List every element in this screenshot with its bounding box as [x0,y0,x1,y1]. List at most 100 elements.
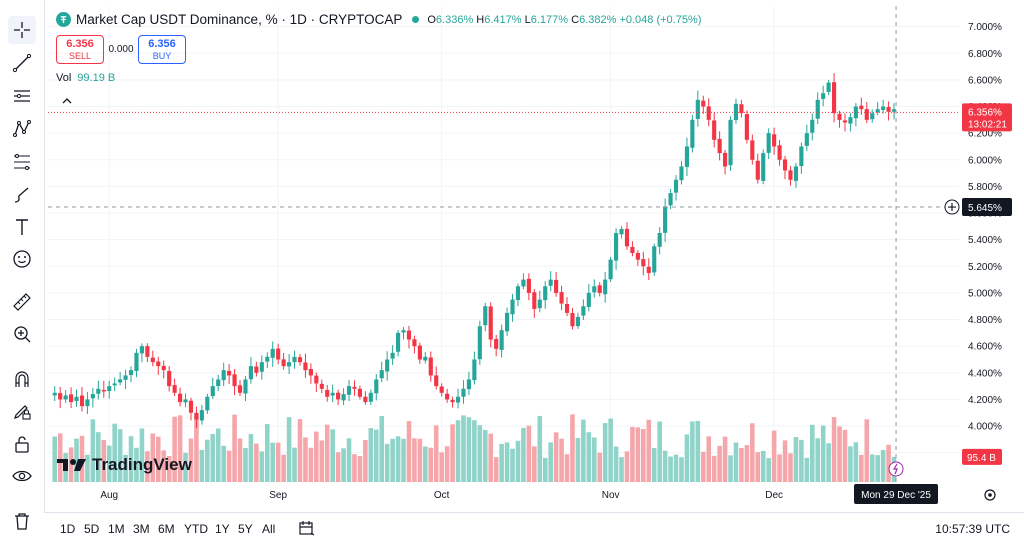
volume-bar [755,452,761,482]
candle [178,393,183,403]
trash-icon[interactable] [8,507,36,535]
volume-bar [728,455,733,482]
symbol-legend[interactable]: Market Cap USDT Dominance, % · 1D · CRYP… [56,12,701,27]
x-tick-label: Oct [434,490,450,501]
range-3m[interactable]: 3M [133,522,150,536]
candle [750,140,755,160]
volume-bar [510,448,515,482]
candle [308,369,313,376]
candle [79,395,85,407]
volume-bar [842,429,848,482]
candle [488,306,493,340]
volume-bar [591,437,597,482]
volume-bar [662,450,668,482]
candle [777,145,782,160]
volume-bar [886,444,891,482]
volume-bar [869,454,875,482]
range-6m[interactable]: 6M [158,522,175,536]
calendar-goto-icon[interactable] [298,519,316,537]
lock-drawing-icon[interactable] [8,397,36,425]
volume-bar [635,427,641,482]
volume-bar [575,438,581,482]
candle [292,356,297,363]
volume-bar [128,436,134,482]
tradingview-logo: TradingView [57,455,192,475]
volume-bar [793,437,799,482]
zoom-in-icon[interactable] [8,320,36,348]
range-5d[interactable]: 5D [84,522,100,536]
candle [875,109,880,113]
volume-bar [226,450,232,482]
candle [761,153,766,181]
volume-bar [760,450,766,482]
volume-bar [303,437,308,482]
volume-bar [809,424,815,482]
horizontal-lines-icon[interactable] [8,82,36,110]
candle [188,400,194,413]
buy-button[interactable]: 6.356 BUY [138,35,186,64]
candle [624,228,630,247]
candle [842,120,848,123]
eye-icon[interactable] [8,462,36,490]
volume-bar [766,458,771,482]
text-icon[interactable] [8,213,36,241]
candle [564,303,570,313]
range-all[interactable]: All [262,522,276,536]
pattern-icon[interactable] [8,115,36,143]
ruler-icon[interactable] [8,288,36,316]
candle [684,146,689,167]
fib-retracement-icon[interactable] [8,148,36,176]
brush-icon[interactable] [8,181,36,209]
candlestick-chart[interactable]: 3.800%4.000%4.200%4.400%4.600%4.800%5.00… [48,6,1024,512]
candle [608,259,613,280]
volume-legend[interactable]: Vol 99.19 B [56,72,116,84]
y-tick-label: 6.000% [968,155,1002,166]
candle [728,119,733,166]
candle [597,285,602,293]
volume-bar [581,419,586,482]
candle [559,292,564,304]
range-1d[interactable]: 1D [60,522,76,536]
symbol-title[interactable]: Market Cap USDT Dominance, % · 1D · CRYP… [76,12,403,27]
candle [112,383,117,386]
range-1y[interactable]: 1Y [215,522,230,536]
smiley-icon[interactable] [8,245,36,273]
candle [505,312,510,332]
volume-bar [205,439,210,482]
candle [494,339,499,349]
candle [406,330,412,340]
volume-bar [330,429,335,482]
volume-bar [85,454,90,482]
candle [657,233,662,247]
y-tick-label: 4.400% [968,368,1002,379]
range-ytd[interactable]: YTD [184,522,208,536]
candle [782,159,788,171]
lock-icon[interactable] [8,430,36,458]
collapse-legend-button[interactable] [58,93,76,107]
crosshair-icon[interactable] [8,16,36,44]
magnet-icon[interactable] [8,365,36,393]
candle [515,286,521,301]
trend-line-icon[interactable] [8,49,36,77]
candle [265,356,270,362]
range-1m[interactable]: 1M [108,522,125,536]
volume-bar [515,440,521,482]
candle [586,292,591,307]
range-5y[interactable]: 5Y [238,522,253,536]
volume-tag-label: 95.4 B [967,453,996,464]
candle [510,299,515,315]
candle [870,113,875,120]
candle [330,392,335,396]
volume-bar [117,429,123,482]
utc-clock[interactable]: 10:57:39 UTC [935,522,1010,536]
market-status-dot [412,16,420,23]
sell-button[interactable]: 6.356 SELL [56,35,104,64]
volume-bar [433,425,439,482]
candle [695,99,700,119]
candle [532,292,537,309]
chart-panel[interactable]: 3.800%4.000%4.200%4.400%4.600%4.800%5.00… [48,6,1024,512]
candle [352,386,357,389]
volume-bar [199,449,205,482]
candle [259,362,264,372]
